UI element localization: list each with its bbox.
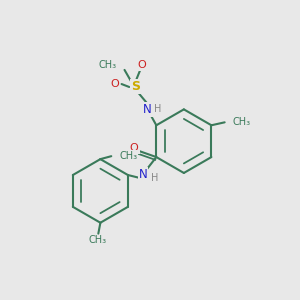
- Text: H: H: [151, 173, 158, 183]
- Text: O: O: [111, 79, 119, 89]
- Text: O: O: [137, 60, 146, 70]
- Text: CH₃: CH₃: [98, 60, 117, 70]
- Text: S: S: [131, 80, 140, 94]
- Text: H: H: [154, 104, 161, 114]
- Text: CH₃: CH₃: [88, 236, 106, 245]
- Text: O: O: [130, 143, 139, 153]
- Text: CH₃: CH₃: [232, 117, 250, 127]
- Text: N: N: [143, 103, 152, 116]
- Text: CH₃: CH₃: [119, 151, 138, 161]
- Text: N: N: [139, 168, 147, 181]
